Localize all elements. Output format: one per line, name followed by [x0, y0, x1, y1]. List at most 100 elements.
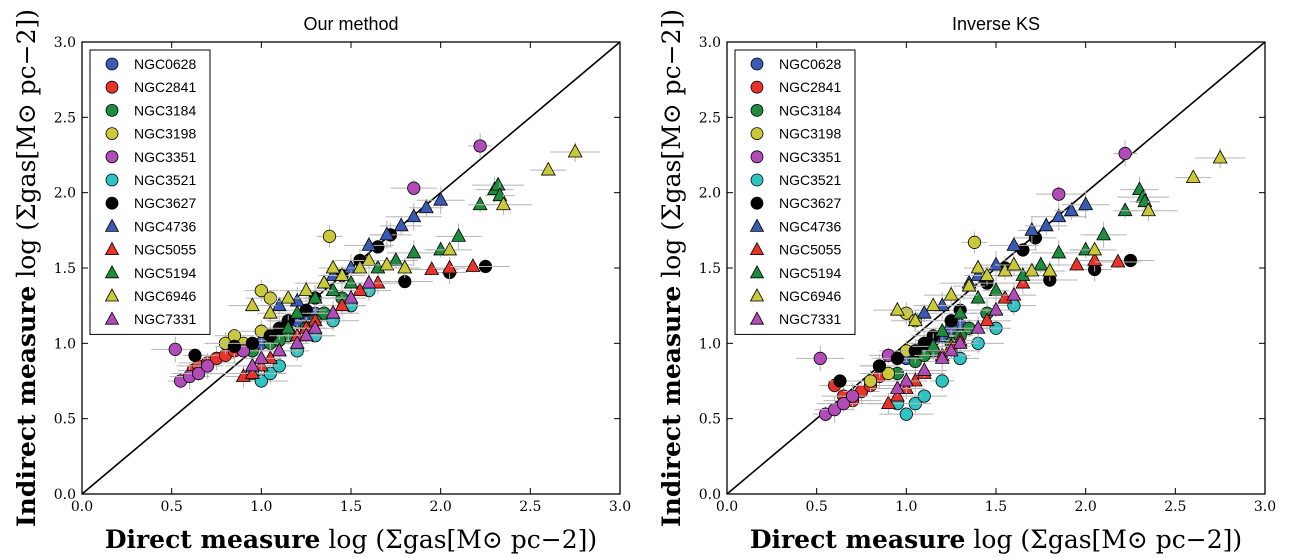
data-point-triangle: [1024, 221, 1040, 236]
legend-label: NGC4736: [779, 218, 841, 234]
legend-label: NGC3627: [134, 195, 196, 211]
series-ngc7331: [870, 283, 1036, 396]
legend-box: [734, 49, 856, 335]
legend-marker-circle: [105, 104, 119, 117]
data-point-triangle: [1069, 256, 1085, 271]
x-tick-label: 2.0: [1075, 499, 1097, 515]
data-point-circle: [908, 344, 922, 358]
data-point-triangle: [1063, 202, 1079, 217]
data-point-triangle: [1042, 262, 1058, 277]
data-point-circle: [168, 342, 182, 356]
data-point-circle: [407, 181, 421, 195]
legend-marker-circle: [750, 196, 764, 210]
x-tick-label: 1.0: [250, 499, 272, 515]
y-axis-label-bold: Indirect measure: [657, 286, 686, 527]
data-point-triangle: [433, 191, 449, 206]
data-point-triangle: [916, 362, 932, 376]
series-ngc5055: [225, 257, 496, 388]
legend-marker-circle: [750, 173, 764, 187]
data-point-triangle: [952, 304, 968, 319]
data-point-triangle: [262, 304, 278, 319]
data-point-circle: [191, 366, 206, 381]
legend-marker-circle: [750, 127, 764, 141]
data-points: [151, 132, 601, 390]
legend-label: NGC5055: [779, 242, 841, 258]
axis-ticks: 0.0 0.5 1.0 1.5 2.0 2.5 3.0 0.0 0.5 1.0 1.5 2.0 2.5 3…: [54, 35, 631, 515]
x-tick-label: 2.0: [430, 499, 452, 515]
x-tick-label: 0.0: [716, 499, 738, 515]
data-point-triangle: [406, 208, 422, 223]
y-tick-label: 2.0: [54, 186, 76, 202]
data-point-triangle: [952, 334, 968, 349]
data-point-triangle: [316, 274, 332, 289]
legend-label: NGC2841: [134, 79, 196, 95]
y-axis-label-bold: Indirect measure: [12, 286, 41, 527]
data-point-triangle: [1117, 202, 1133, 217]
data-point-triangle: [934, 322, 950, 337]
data-point-triangle: [325, 304, 341, 319]
data-point-triangle: [361, 237, 377, 251]
legend-label: NGC3521: [779, 172, 841, 188]
data-point-circle: [227, 339, 242, 353]
data-point-triangle: [379, 226, 395, 241]
data-point-triangle: [970, 259, 986, 274]
data-point-triangle: [1051, 208, 1067, 223]
data-point-triangle: [361, 274, 377, 289]
data-point-triangle: [418, 199, 434, 214]
data-point-triangle: [1006, 237, 1022, 251]
data-point-circle: [322, 229, 337, 243]
data-point-triangle: [325, 282, 341, 297]
series-ngc3351: [796, 140, 1138, 423]
series-ngc3198: [849, 231, 988, 392]
legend-marker-triangle: [749, 241, 765, 256]
legend-marker-triangle: [104, 218, 120, 232]
y-tick-label: 1.5: [699, 261, 721, 277]
legend-label: NGC5194: [779, 265, 841, 281]
scatter-chart-our-method: Our method 0.0 0.5 1.0 1.5 2.0 2.5 3.0 0.0 0.5 1.0…: [12, 9, 631, 554]
data-point-triangle: [970, 289, 986, 304]
data-point-triangle: [280, 319, 296, 334]
data-point-triangle: [934, 297, 950, 312]
data-point-triangle: [934, 350, 950, 364]
panel-inverse-ks: Inverse KS 0.0 0.5 1.0 1.5 2.0 2.5 3.0 0.0 0.5 1.0…: [645, 0, 1290, 558]
legend-marker-circle: [105, 196, 119, 210]
data-point-circle: [833, 374, 847, 388]
y-tick-label: 3.0: [699, 35, 721, 51]
data-point-triangle: [472, 196, 488, 211]
data-point-triangle: [307, 319, 323, 334]
data-point-triangle: [352, 282, 368, 297]
y-axis-label: Indirect measure log (Σgas[M⊙ pc−2]): [657, 9, 686, 527]
data-point-triangle: [898, 372, 914, 387]
legend-label: NGC4736: [134, 218, 196, 234]
legend-label: NGC0628: [779, 56, 841, 72]
x-tick-label: 0.5: [161, 499, 183, 515]
legend-marker-circle: [750, 150, 764, 164]
data-point-triangle: [307, 289, 323, 304]
x-tick-label: 0.5: [806, 499, 828, 515]
y-tick-label: 3.0: [54, 35, 76, 51]
x-axis-label-bold: Direct measure: [750, 525, 966, 554]
x-axis-label: Direct measure log (Σgas[M⊙ pc−2]): [105, 525, 597, 554]
legend-label: NGC3351: [134, 149, 196, 165]
legend-marker-circle: [105, 150, 119, 164]
y-tick-label: 1.5: [54, 261, 76, 277]
data-point-triangle: [244, 297, 260, 312]
legend-marker-triangle: [104, 264, 120, 279]
legend-label: NGC3184: [779, 102, 841, 118]
data-point-triangle: [325, 259, 341, 274]
series-ngc3627: [182, 222, 510, 363]
chart-title: Our method: [303, 14, 398, 34]
y-axis-label: Indirect measure log (Σgas[M⊙ pc−2]): [12, 9, 41, 527]
data-point-triangle: [370, 274, 386, 289]
legend-label: NGC3198: [134, 126, 196, 142]
data-point-triangle: [490, 176, 506, 191]
data-point-circle: [254, 283, 268, 298]
legend-label: NGC7331: [134, 311, 196, 327]
y-tick-label: 0.5: [54, 412, 76, 428]
x-axis-label-bold: Direct measure: [105, 525, 321, 554]
data-point-triangle: [465, 258, 481, 272]
data-point-circle: [188, 348, 202, 362]
data-point-triangle: [1140, 202, 1156, 217]
data-point-triangle: [943, 286, 959, 301]
data-point-triangle: [271, 297, 287, 312]
